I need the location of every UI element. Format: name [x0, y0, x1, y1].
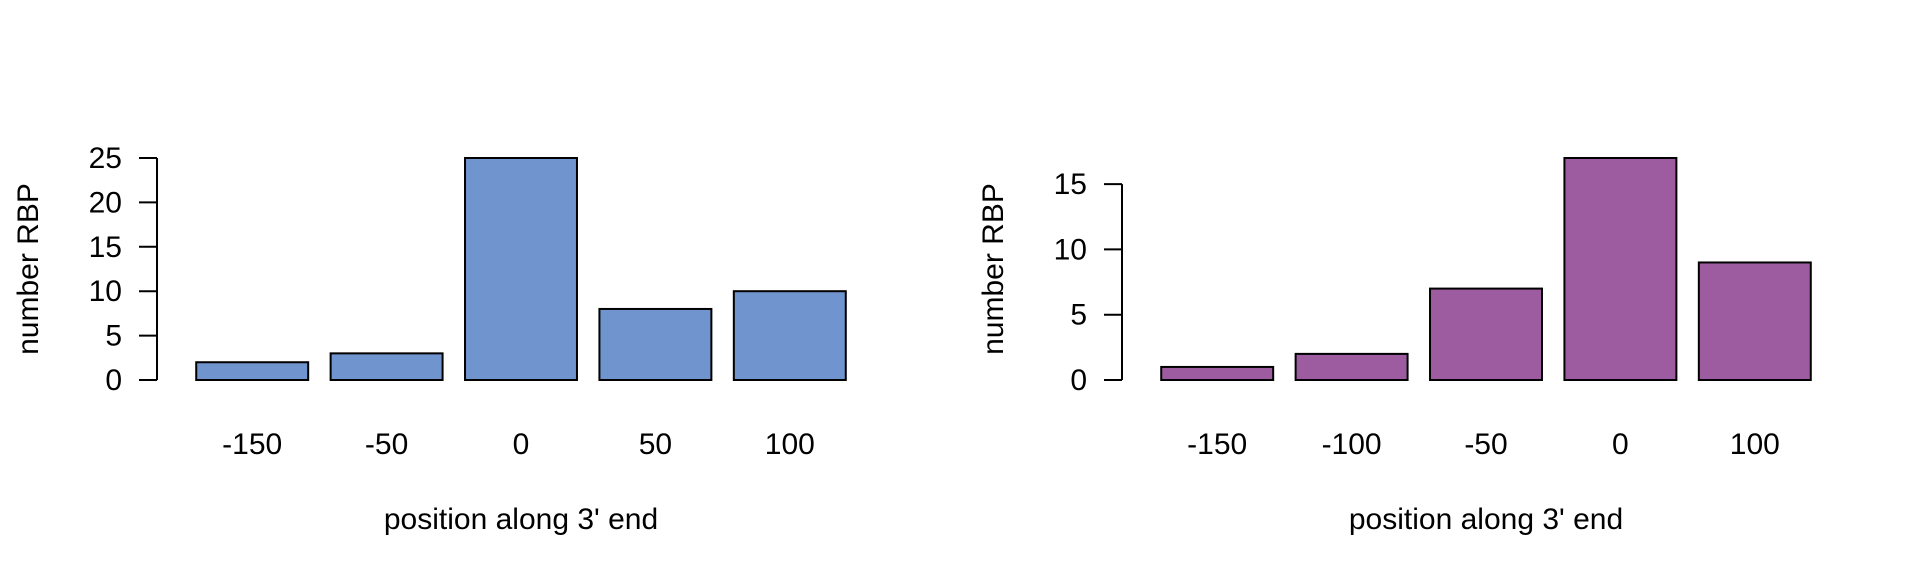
y-tick-label: 5	[1070, 299, 1087, 332]
bar	[464, 157, 578, 381]
bar	[329, 352, 444, 381]
y-tick-label: 0	[105, 364, 122, 397]
bar	[1697, 261, 1812, 381]
bar	[1294, 352, 1409, 382]
y-axis-label: number RBP	[977, 183, 1010, 355]
bar	[1563, 157, 1678, 381]
y-tick-label: 15	[1054, 168, 1087, 201]
bar	[1429, 287, 1543, 381]
bar	[598, 307, 713, 381]
x-tick-label: 50	[639, 428, 672, 461]
y-tick-label: 5	[105, 320, 122, 353]
x-axis-label: position along 3' end	[1349, 503, 1623, 536]
x-tick-label: 0	[1612, 428, 1629, 461]
y-tick-label: 15	[89, 231, 122, 264]
y-axis-label: number RBP	[12, 183, 45, 355]
y-tick-label: 0	[1070, 364, 1087, 397]
x-tick-label: 100	[1730, 428, 1780, 461]
x-tick-label: -100	[1322, 428, 1382, 461]
x-tick-label: -150	[222, 428, 282, 461]
y-tick-label: 25	[89, 142, 122, 175]
bar	[1160, 365, 1275, 381]
bar	[195, 361, 310, 381]
x-tick-label: -150	[1187, 428, 1247, 461]
x-tick-label: -50	[365, 428, 408, 461]
x-axis-label: position along 3' end	[384, 503, 658, 536]
chart-panel-right: -150 -100 -50 0 100 0 5 10 15 number RBP position …	[977, 157, 1812, 536]
x-tick-label: 0	[513, 428, 530, 461]
y-tick-label: 10	[1054, 233, 1087, 266]
bar	[732, 290, 847, 382]
y-tick-label: 20	[89, 186, 122, 219]
chart-panel-left: -150 -50 0 50 100 0 5 10 15 20 25 number RBP positio…	[12, 142, 847, 536]
y-tick-label: 10	[89, 275, 122, 308]
x-tick-label: 100	[765, 428, 815, 461]
x-tick-label: -50	[1464, 428, 1507, 461]
